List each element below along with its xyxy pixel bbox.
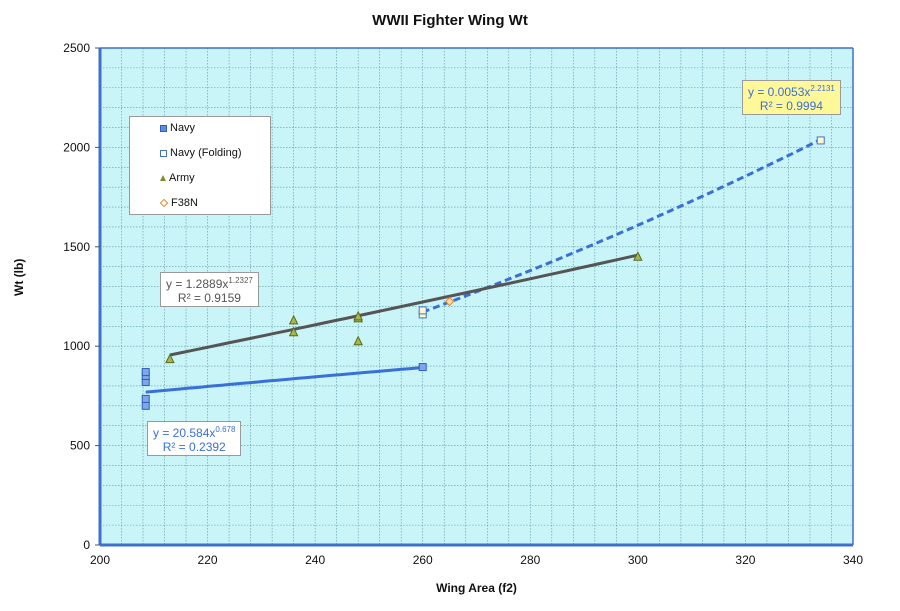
data-point-f38n [444, 296, 455, 307]
square-open-icon [160, 149, 167, 157]
trendline-equation-folding: y = 0.0053x2.2131 R² = 0.9994 [742, 80, 841, 115]
data-point-navy [418, 363, 427, 372]
trendline-navy [145, 366, 423, 394]
y-tick-label: 1500 [63, 240, 90, 254]
x-axis-label: Wing Area (f2) [436, 581, 517, 595]
trendline-equation-navy: y = 20.584x0.678 R² = 0.2392 [147, 421, 242, 456]
data-point-navy [141, 368, 150, 377]
data-point-army [353, 310, 363, 321]
trendline-army [169, 253, 639, 357]
data-point-army [288, 326, 299, 337]
data-point-army [288, 314, 299, 325]
legend-item-army: Army [160, 172, 195, 184]
x-tick-label: 340 [843, 553, 863, 567]
legend-item-navy-folding: Navy (Folding) [160, 147, 242, 159]
trendline-equation-army: y = 1.2889x1.2327 R² = 0.9159 [160, 272, 259, 307]
legend-item-f38n: F38N [159, 197, 198, 209]
y-tick-label: 1000 [63, 339, 90, 353]
data-point-navy-folding [418, 306, 427, 315]
x-tick-label: 280 [520, 553, 540, 567]
y-tick-label: 0 [83, 538, 90, 552]
x-tick-label: 320 [735, 553, 755, 567]
x-tick-label: 300 [628, 553, 648, 567]
diamond-open-icon [159, 198, 169, 208]
data-point-navy-folding [816, 136, 825, 145]
y-tick-label: 2500 [63, 41, 90, 55]
square-filled-icon [160, 124, 167, 132]
x-tick-label: 200 [90, 553, 110, 567]
data-point-navy [141, 401, 150, 410]
x-tick-label: 260 [413, 553, 433, 567]
y-tick-label: 500 [70, 439, 90, 453]
y-tick-label: 2000 [63, 140, 90, 154]
x-tick-label: 240 [305, 553, 325, 567]
x-tick-label: 220 [198, 553, 218, 567]
data-point-army [353, 335, 363, 346]
data-point-army [633, 251, 643, 261]
data-point-army [165, 353, 175, 364]
data-point-navy [141, 394, 150, 403]
chart-title: WWII Fighter Wing Wt [372, 12, 528, 29]
legend-item-navy: Navy [160, 122, 195, 134]
legend: Navy Navy (Folding) Army F38N [129, 116, 271, 215]
triangle-icon [160, 175, 166, 181]
